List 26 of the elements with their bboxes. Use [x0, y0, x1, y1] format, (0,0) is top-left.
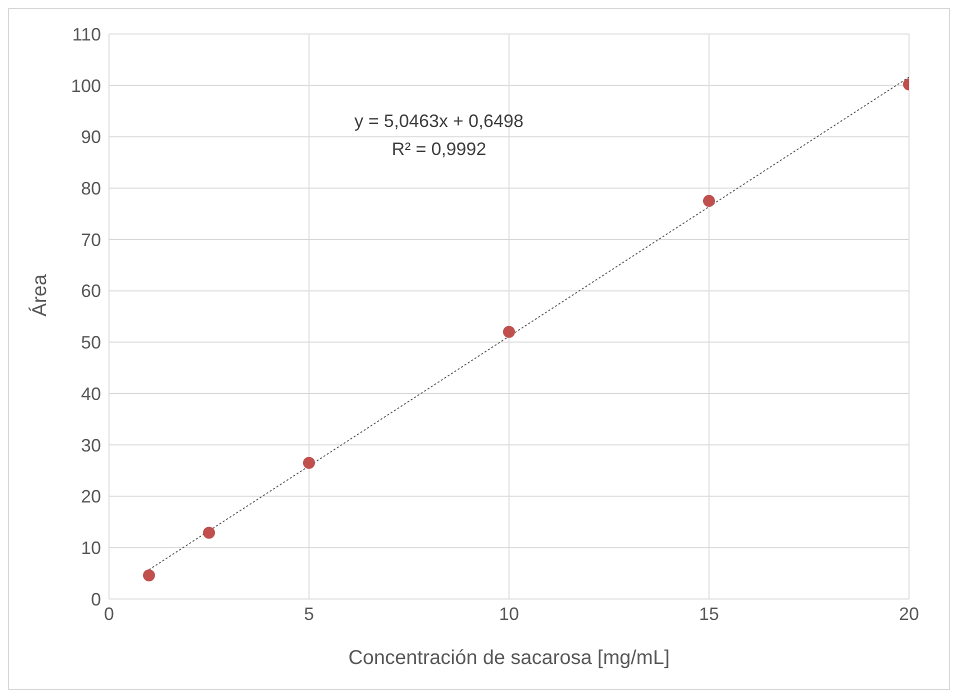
y-tick-label: 30	[80, 435, 101, 456]
annotation: y = 5,0463x + 0,6498	[353, 110, 525, 133]
x-axis-title: Concentración de sacarosa [mg/mL]	[348, 647, 670, 669]
point	[703, 194, 715, 207]
y-tick-label: 80	[80, 178, 101, 198]
y-tick-label: 0	[90, 589, 101, 610]
x-tick-label: 0	[104, 604, 114, 624]
y-tick-label: 20	[80, 486, 101, 507]
point	[143, 569, 155, 582]
y-tick-label: 40	[80, 384, 101, 404]
y-tick-label: 60	[80, 281, 101, 302]
y-tick-label: 100	[70, 76, 101, 96]
x-tick-label: 15	[698, 604, 720, 624]
x-tick-label: 5	[304, 604, 314, 624]
y-tick-label: 10	[80, 538, 101, 558]
annotation: R² = 0,9992	[390, 138, 488, 161]
y-tick-label: 110	[72, 24, 101, 44]
x-tick-label: 20	[898, 604, 920, 624]
y-tick-label: 90	[80, 127, 101, 148]
y-tick-label: 50	[80, 332, 101, 353]
x-tick-label: 10	[498, 604, 520, 624]
point	[203, 526, 215, 539]
point	[303, 456, 315, 469]
point	[503, 326, 515, 338]
y-tick-label: 70	[80, 230, 101, 250]
y-axis-title: Área	[28, 273, 52, 316]
